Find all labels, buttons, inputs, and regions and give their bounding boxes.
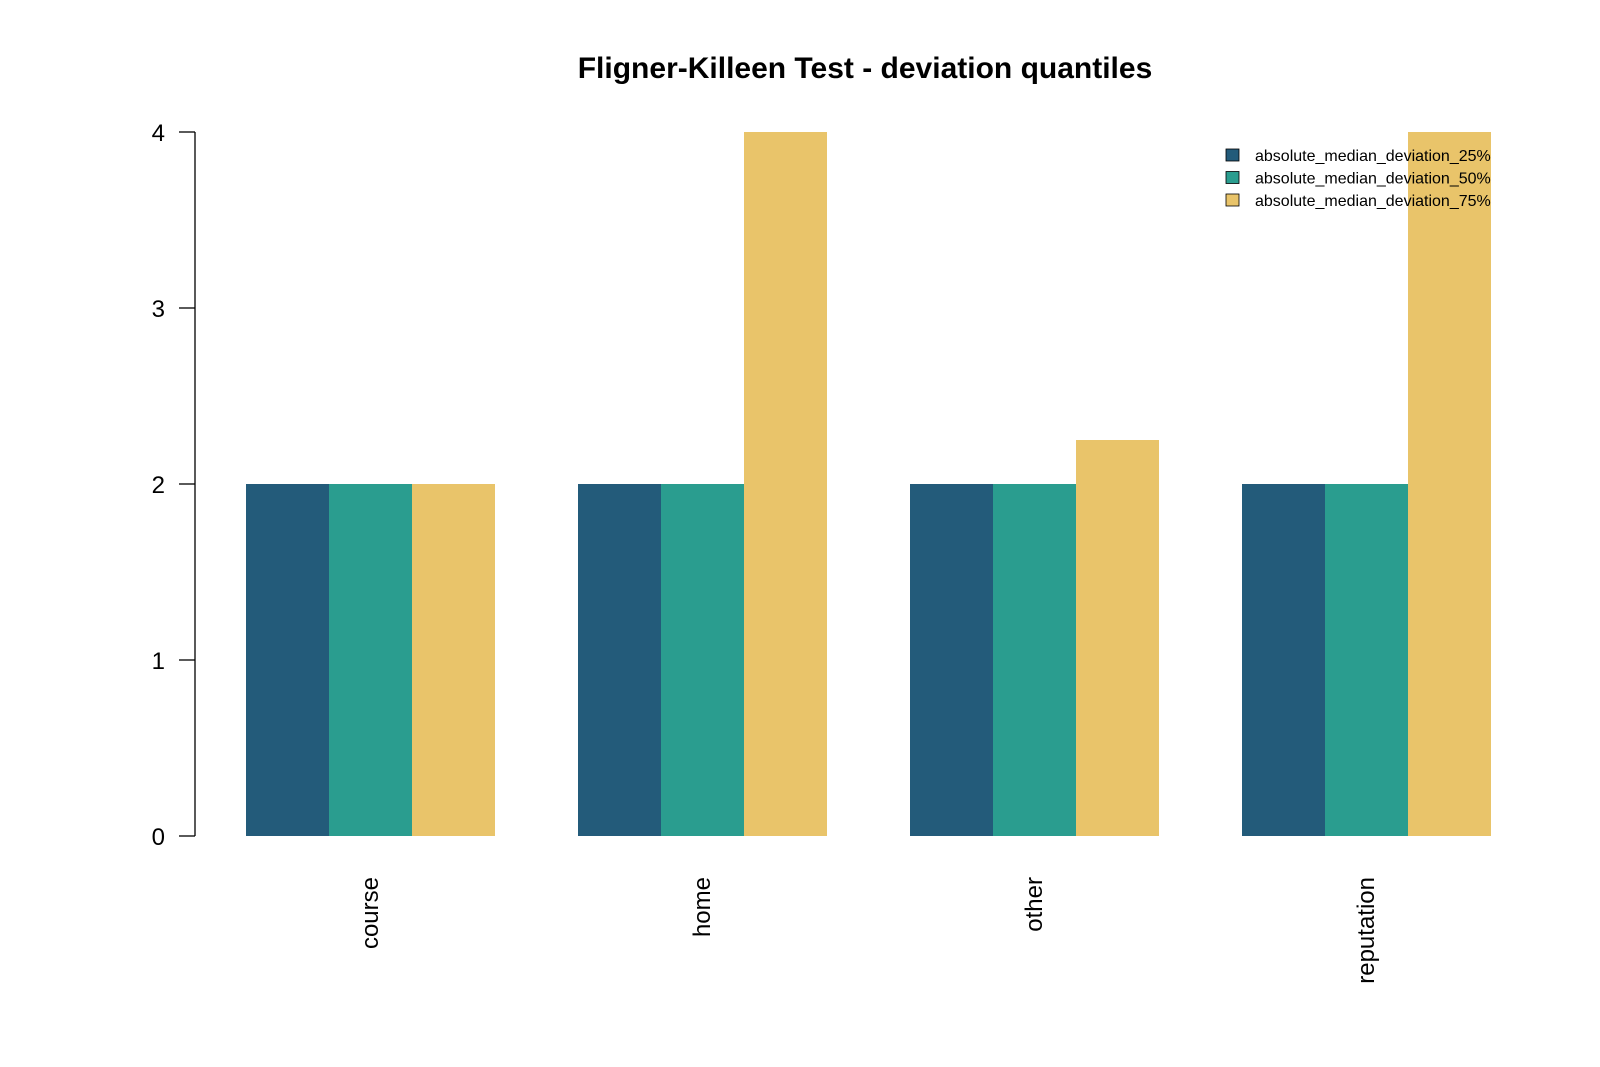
bar-reputation-1 [1242,484,1325,836]
y-tick-label: 1 [152,648,165,675]
x-category-label: other [1021,877,1048,932]
legend-label: absolute_median_deviation_25% [1255,148,1491,165]
bars [246,132,1491,836]
bar-reputation-3 [1408,132,1491,836]
bar-other-1 [910,484,993,836]
legend-label: absolute_median_deviation_75% [1255,193,1491,210]
bar-course-3 [412,484,495,836]
bar-other-3 [1076,440,1159,836]
legend-swatch [1225,171,1240,184]
x-category-label: reputation [1353,877,1380,984]
legend: absolute_median_deviation_25% absolute_me… [1225,148,1491,210]
x-category-label: home [689,877,716,937]
x-axis-labels: course home other reputation [357,877,1380,984]
bar-other-2 [993,484,1076,836]
bar-home-3 [744,132,827,836]
x-category-label: course [357,877,384,949]
bar-home-2 [661,484,744,836]
bar-reputation-2 [1325,484,1408,836]
y-tick-label: 0 [152,824,165,851]
y-tick-label: 3 [152,296,165,323]
bar-course-2 [329,484,412,836]
y-axis: 0 1 2 3 4 [152,120,196,851]
legend-label: absolute_median_deviation_50% [1255,171,1491,188]
bar-course-1 [246,484,329,836]
bar-home-1 [578,484,661,836]
y-tick-label: 2 [152,472,165,499]
legend-swatch [1225,148,1240,162]
y-tick-label: 4 [152,120,165,147]
chart-title: Fligner-Killeen Test - deviation quantil… [578,52,1153,85]
legend-swatch [1225,193,1240,207]
